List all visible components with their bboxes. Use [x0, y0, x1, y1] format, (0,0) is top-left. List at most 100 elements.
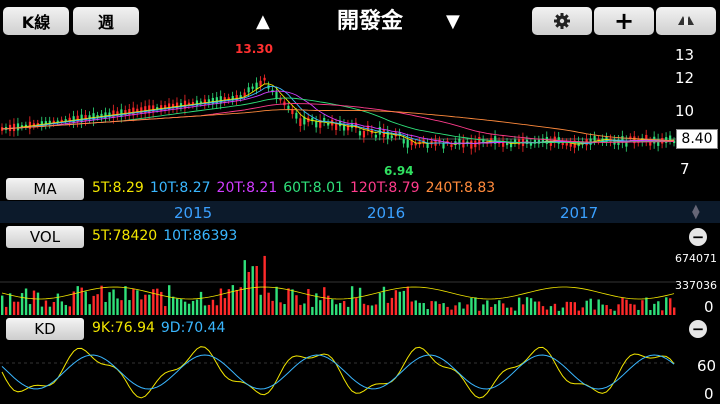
volume-bar [128, 300, 131, 315]
settings-button[interactable] [532, 7, 592, 35]
next-stock-arrow-icon[interactable]: ▼ [446, 11, 460, 32]
candle-body [171, 103, 175, 109]
candle-body [183, 100, 187, 109]
volume-bar [211, 299, 215, 315]
candle-body [311, 117, 314, 122]
collapse-kd-icon[interactable]: − [689, 320, 707, 338]
vol-y-tick: 0 [704, 298, 714, 316]
vol-chip[interactable]: VOL [6, 226, 84, 248]
volume-bar [231, 285, 235, 315]
candle-body [402, 139, 405, 144]
add-button[interactable]: + [594, 7, 654, 35]
volume-bar [279, 302, 282, 315]
kd-chart[interactable] [0, 341, 676, 403]
volume-bar [506, 307, 509, 315]
candle-body [12, 123, 16, 132]
share-button[interactable] [656, 7, 716, 35]
volume-bar [665, 297, 668, 315]
kd-y-tick: 0 [704, 385, 714, 403]
volume-bar [331, 299, 334, 315]
ma-chip[interactable]: MA [6, 178, 84, 200]
candle-body [48, 120, 51, 125]
ma-10-value: 10T:8.27 [149, 180, 211, 196]
kline-button[interactable]: K線 [3, 7, 69, 35]
prev-stock-arrow-icon[interactable]: ▲ [256, 11, 270, 32]
volume-bar [207, 304, 211, 315]
candle-body [335, 123, 338, 130]
volume-bar [235, 290, 239, 315]
volume-bar [577, 310, 580, 315]
volume-bar [16, 301, 20, 315]
candle-body [132, 107, 135, 116]
candle-body [275, 91, 278, 99]
candle-body [271, 89, 274, 93]
volume-bar [203, 305, 207, 315]
volume-bar [56, 293, 60, 315]
candle-body [645, 134, 648, 142]
volume-chart[interactable] [0, 249, 676, 317]
volume-bar [215, 305, 219, 315]
scroll-handle-icon[interactable]: ▲ ▼ [692, 203, 700, 221]
volume-bar [605, 305, 608, 315]
volume-bar [653, 303, 656, 315]
ma-20-value: 20T:8.21 [216, 180, 278, 196]
volume-bar [64, 304, 68, 315]
price-chart[interactable] [0, 44, 720, 178]
volume-bar [283, 304, 286, 315]
candle-body [76, 115, 79, 123]
volume-bar [219, 288, 223, 315]
collapse-vol-icon[interactable]: − [689, 228, 707, 246]
candle-body [175, 102, 179, 109]
volume-bar [513, 310, 517, 315]
candle-body [179, 103, 183, 108]
candle-body [649, 141, 652, 146]
volume-bar [68, 306, 71, 315]
candle-body [529, 142, 533, 146]
volume-bar [267, 292, 270, 315]
volume-bar [72, 291, 75, 315]
vol-ma-line [1, 286, 675, 300]
candle-body [40, 121, 43, 127]
candle-body [128, 109, 131, 116]
candle-body [195, 100, 199, 106]
volume-bar [482, 304, 485, 315]
candle-body [108, 112, 111, 117]
candle-body [104, 112, 107, 119]
kd-d-line [1, 354, 675, 390]
volume-bar [76, 286, 79, 315]
candle-body [235, 95, 238, 101]
volume-bar [657, 301, 660, 315]
volume-bar [247, 271, 250, 315]
candle-body [374, 134, 377, 138]
candle-body [279, 98, 282, 101]
volume-bar [450, 309, 453, 315]
kd-chip[interactable]: KD [6, 318, 84, 340]
volume-bar [96, 294, 99, 315]
volume-bar [339, 303, 342, 315]
period-button[interactable]: 週 [73, 7, 139, 35]
kd-legend-row: KD 9K:76.94 9D:70.44 − [0, 317, 720, 340]
candle-body [187, 102, 191, 106]
candle-body [303, 116, 306, 125]
price-y-tick: 10 [675, 102, 695, 120]
volume-bar [370, 305, 374, 315]
volume-bar [541, 306, 545, 315]
volume-bar [160, 291, 163, 315]
volume-bar [164, 306, 167, 315]
volume-bar [390, 297, 394, 315]
volume-bar [40, 306, 44, 315]
kd-k-value: 9K:76.94 [92, 320, 155, 336]
candle-body [124, 110, 127, 116]
candle-body [569, 142, 572, 147]
candle-body [545, 136, 548, 144]
candle-body [589, 138, 592, 145]
vol-5-value: 5T:78420 [92, 228, 158, 244]
volume-bar [394, 290, 398, 315]
candle-body [20, 125, 24, 128]
volume-bar [44, 300, 48, 315]
volume-bar [52, 302, 56, 315]
volume-bar [366, 305, 370, 315]
volume-bar [498, 300, 501, 315]
volume-bar [104, 301, 107, 315]
candle-body [251, 86, 254, 89]
